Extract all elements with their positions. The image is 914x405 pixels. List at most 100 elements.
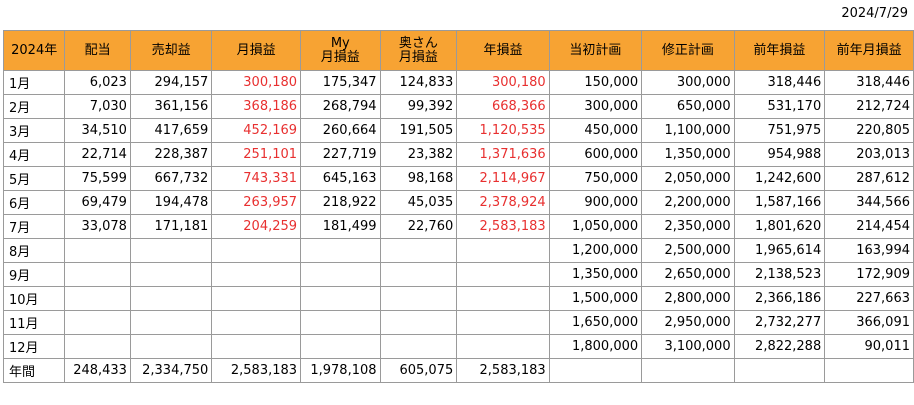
table-cell — [300, 238, 381, 263]
table-cell: 1,200,000 — [548, 238, 643, 263]
row-label: 9月 — [2, 262, 66, 287]
table-cell: 452,169 — [211, 118, 302, 143]
row-label: 3月 — [2, 118, 66, 143]
table-cell: 2,050,000 — [641, 166, 735, 191]
table-cell: 268,794 — [300, 94, 381, 119]
table-cell — [456, 238, 550, 263]
table-cell: 90,011 — [824, 334, 914, 359]
table-cell: 1,050,000 — [548, 214, 643, 239]
table-cell: 2,138,523 — [733, 262, 826, 287]
table-cell: 417,659 — [129, 118, 213, 143]
table-cell: 98,168 — [379, 166, 458, 191]
table-cell: 2,800,000 — [641, 286, 735, 311]
table-cell: 171,181 — [129, 214, 213, 239]
table-cell: 318,446 — [824, 70, 914, 95]
table-cell — [379, 334, 458, 359]
table-cell: 2,366,186 — [733, 286, 826, 311]
table-cell: 248,433 — [64, 358, 131, 383]
column-header: 前年損益 — [733, 30, 826, 71]
table-cell: 2,334,750 — [129, 358, 213, 383]
report-date: 2024/7/29 — [841, 6, 908, 21]
table-cell: 2,583,183 — [456, 358, 550, 383]
table-cell: 227,719 — [300, 142, 381, 167]
table-cell: 251,101 — [211, 142, 302, 167]
table-cell: 300,180 — [211, 70, 302, 95]
table-cell — [64, 334, 131, 359]
table-cell: 1,100,000 — [641, 118, 735, 143]
table-cell: 368,186 — [211, 94, 302, 119]
row-label: 1月 — [2, 70, 66, 95]
table-cell: 204,259 — [211, 214, 302, 239]
table-cell: 287,612 — [824, 166, 914, 191]
table-row: 11月 1,650,000 2,950,000 2,732,277 366,091 — [2, 310, 914, 335]
row-label: 8月 — [2, 238, 66, 263]
table-cell — [379, 286, 458, 311]
column-header: 奥さん 月損益 — [379, 30, 458, 71]
table-cell: 2,732,277 — [733, 310, 826, 335]
table-cell — [211, 286, 302, 311]
row-label: 6月 — [2, 190, 66, 215]
table-cell — [733, 358, 826, 383]
table-cell: 220,805 — [824, 118, 914, 143]
table-row: 3月 34,510 417,659 452,169 260,664 191,505 1,12… — [2, 118, 914, 143]
table-cell: 2,500,000 — [641, 238, 735, 263]
column-header: 修正計画 — [641, 30, 735, 71]
table-cell: 22,714 — [64, 142, 131, 167]
table-cell: 318,446 — [733, 70, 826, 95]
table-cell: 203,013 — [824, 142, 914, 167]
column-header: My 月損益 — [300, 30, 381, 71]
table-cell: 2,350,000 — [641, 214, 735, 239]
table-cell: 1,350,000 — [548, 262, 643, 287]
table-cell: 1,242,600 — [733, 166, 826, 191]
table-cell — [129, 286, 213, 311]
table-cell: 2,583,183 — [456, 214, 550, 239]
table-cell: 668,366 — [456, 94, 550, 119]
table-row: 7月 33,078 171,181 204,259 181,499 22,760 2,583… — [2, 214, 914, 239]
table-cell: 667,732 — [129, 166, 213, 191]
table-cell: 1,965,614 — [733, 238, 826, 263]
row-label: 7月 — [2, 214, 66, 239]
table-cell — [129, 238, 213, 263]
table-cell: 300,180 — [456, 70, 550, 95]
table-cell: 743,331 — [211, 166, 302, 191]
table-cell — [300, 286, 381, 311]
column-header: 前年月損益 — [824, 30, 914, 71]
table-cell: 450,000 — [548, 118, 643, 143]
table-cell: 260,664 — [300, 118, 381, 143]
table-row: 9月 1,350,000 2,650,000 2,138,523 172,909 — [2, 262, 914, 287]
table-cell: 2,114,967 — [456, 166, 550, 191]
table-cell: 751,975 — [733, 118, 826, 143]
table-cell — [129, 262, 213, 287]
table-row: 2月 7,030 361,156 368,186 268,794 99,392 668,36… — [2, 94, 914, 119]
table-cell — [456, 262, 550, 287]
table-cell — [300, 262, 381, 287]
table-row: 12月 1,800,000 3,100,000 2,822,288 90,011 — [2, 334, 914, 359]
table-row: 4月 22,714 228,387 251,101 227,719 23,382 1,371… — [2, 142, 914, 167]
table-cell: 1,978,108 — [300, 358, 381, 383]
table-cell: 218,922 — [300, 190, 381, 215]
column-header: 当初計画 — [548, 30, 643, 71]
table-cell — [456, 286, 550, 311]
table-cell — [64, 238, 131, 263]
table-cell: 228,387 — [129, 142, 213, 167]
table-cell: 750,000 — [548, 166, 643, 191]
table-cell: 3,100,000 — [641, 334, 735, 359]
row-label: 10月 — [2, 286, 66, 311]
table-cell: 531,170 — [733, 94, 826, 119]
table-cell: 1,587,166 — [733, 190, 826, 215]
table-cell: 600,000 — [548, 142, 643, 167]
table-cell: 294,157 — [129, 70, 213, 95]
table-cell: 300,000 — [641, 70, 735, 95]
table-cell: 1,120,535 — [456, 118, 550, 143]
table-cell — [300, 334, 381, 359]
table-cell: 34,510 — [64, 118, 131, 143]
table-cell: 2,650,000 — [641, 262, 735, 287]
table-cell: 650,000 — [641, 94, 735, 119]
table-cell: 23,382 — [379, 142, 458, 167]
table-cell — [64, 310, 131, 335]
table-cell: 645,163 — [300, 166, 381, 191]
table-cell — [456, 334, 550, 359]
table-cell: 191,505 — [379, 118, 458, 143]
table-cell: 605,075 — [379, 358, 458, 383]
table-body: 1月 6,023 294,157 300,180 175,347 124,833 300,1… — [2, 70, 914, 383]
